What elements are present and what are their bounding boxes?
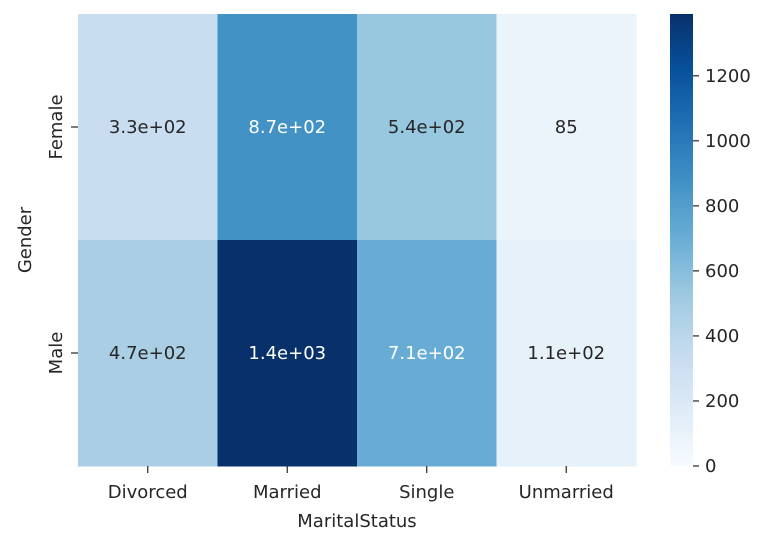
- y-tick-label: Female: [46, 94, 67, 159]
- heatmap-cell: [217, 240, 358, 467]
- y-axis-ticks: Female Male: [46, 94, 78, 374]
- x-tick-label: Divorced: [108, 482, 188, 503]
- heatmap-cells: 3.3e+02 8.7e+02 5.4e+02 85 4.7e+02 1.4e+03 7.1…: [78, 14, 637, 467]
- colorbar: 0 200 400 600 800 1000 1200: [670, 14, 751, 477]
- x-tick-label: Single: [399, 482, 454, 503]
- colorbar-tick-label: 0: [705, 456, 716, 477]
- cell-value-label: 1.4e+03: [248, 343, 326, 364]
- colorbar-tick-label: 200: [705, 391, 739, 412]
- x-tick-label: Unmarried: [519, 482, 614, 503]
- cell-value-label: 85: [555, 117, 578, 138]
- cell-value-label: 3.3e+02: [109, 117, 187, 138]
- y-axis-label: Gender: [15, 206, 36, 273]
- y-tick-label: Male: [46, 332, 67, 375]
- cell-value-label: 4.7e+02: [109, 343, 187, 364]
- heatmap-cell: [496, 14, 637, 241]
- x-axis-label: MaritalStatus: [297, 511, 416, 532]
- heatmap-cell: [357, 14, 497, 241]
- cell-value-label: 5.4e+02: [388, 117, 466, 138]
- cell-value-label: 1.1e+02: [527, 343, 605, 364]
- colorbar-tick-label: 1000: [705, 131, 751, 152]
- colorbar-tick-label: 400: [705, 326, 739, 347]
- heatmap-cell: [496, 240, 637, 467]
- x-axis-ticks: Divorced Married Single Unmarried: [108, 466, 614, 503]
- x-tick-label: Married: [253, 482, 322, 503]
- colorbar-tick-label: 800: [705, 196, 739, 217]
- colorbar-tick-label: 1200: [705, 66, 751, 87]
- heatmap-cell: [357, 240, 497, 467]
- cell-value-label: 8.7e+02: [248, 117, 326, 138]
- cell-value-label: 7.1e+02: [388, 343, 466, 364]
- heatmap-cell: [78, 240, 218, 467]
- colorbar-tick-label: 600: [705, 261, 739, 282]
- colorbar-gradient: [670, 14, 693, 466]
- heatmap-cell: [217, 14, 358, 241]
- heatmap-cell: [78, 14, 218, 241]
